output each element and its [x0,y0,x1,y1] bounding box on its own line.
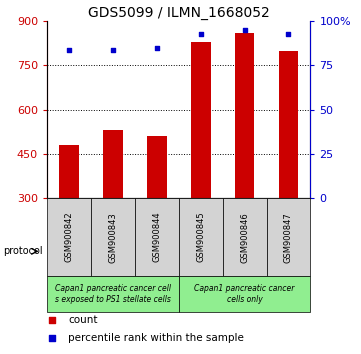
Text: Capan1 pancreatic cancer
cells only: Capan1 pancreatic cancer cells only [194,284,295,303]
Text: GSM900845: GSM900845 [196,212,205,263]
Point [49,318,55,323]
Bar [47,198,91,276]
Point [242,27,248,33]
Bar [191,42,210,198]
Bar [59,145,79,198]
Point [198,31,204,36]
Text: protocol: protocol [4,246,43,256]
Text: GSM900843: GSM900843 [108,212,117,263]
Text: percentile rank within the sample: percentile rank within the sample [68,333,244,343]
Text: GSM900844: GSM900844 [152,212,161,263]
Bar [235,33,255,198]
Bar [223,198,266,276]
Point [66,47,72,52]
Bar [179,198,223,276]
Text: GSM900847: GSM900847 [284,212,293,263]
Point [49,335,55,341]
Bar [47,276,179,312]
Bar [135,198,179,276]
Bar [91,198,135,276]
Point [154,45,160,51]
Bar [266,198,310,276]
Title: GDS5099 / ILMN_1668052: GDS5099 / ILMN_1668052 [88,6,270,20]
Text: Capan1 pancreatic cancer cell
s exposed to PS1 stellate cells: Capan1 pancreatic cancer cell s exposed … [55,284,171,303]
Bar [147,136,167,198]
Bar [103,130,123,198]
Bar [179,276,310,312]
Text: GSM900842: GSM900842 [64,212,73,263]
Point [110,47,116,52]
Point [286,31,291,36]
Text: count: count [68,315,97,325]
Text: GSM900846: GSM900846 [240,212,249,263]
Bar [279,51,299,198]
